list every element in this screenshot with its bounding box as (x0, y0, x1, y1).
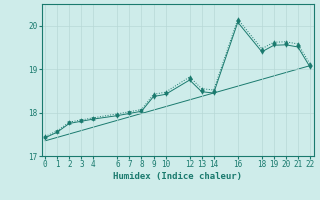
X-axis label: Humidex (Indice chaleur): Humidex (Indice chaleur) (113, 172, 242, 181)
